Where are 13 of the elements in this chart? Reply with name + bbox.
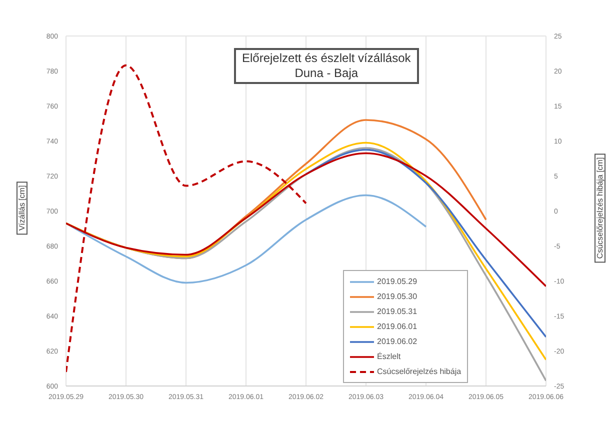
legend-label: Csúcselőrejelzés hibája bbox=[377, 367, 462, 376]
legend-label: 2019.05.31 bbox=[377, 307, 418, 316]
text: Előrejelzett és észlelt vízállások bbox=[242, 51, 411, 66]
legend-label: 2019.05.30 bbox=[377, 292, 418, 301]
line-series bbox=[305, 148, 546, 338]
y-axis-title: Vízállás [cm] bbox=[16, 181, 28, 235]
text: Duna - Baja bbox=[294, 66, 360, 81]
y2-axis-title: Csúcselőrejelzés hibája [cm] bbox=[594, 153, 606, 263]
legend-label: 2019.06.02 bbox=[377, 337, 418, 346]
legend-label: Észlelt bbox=[377, 352, 401, 361]
line-series bbox=[66, 194, 427, 284]
legend-label: 2019.06.01 bbox=[377, 322, 418, 331]
legend-label: 2019.05.29 bbox=[377, 277, 418, 286]
